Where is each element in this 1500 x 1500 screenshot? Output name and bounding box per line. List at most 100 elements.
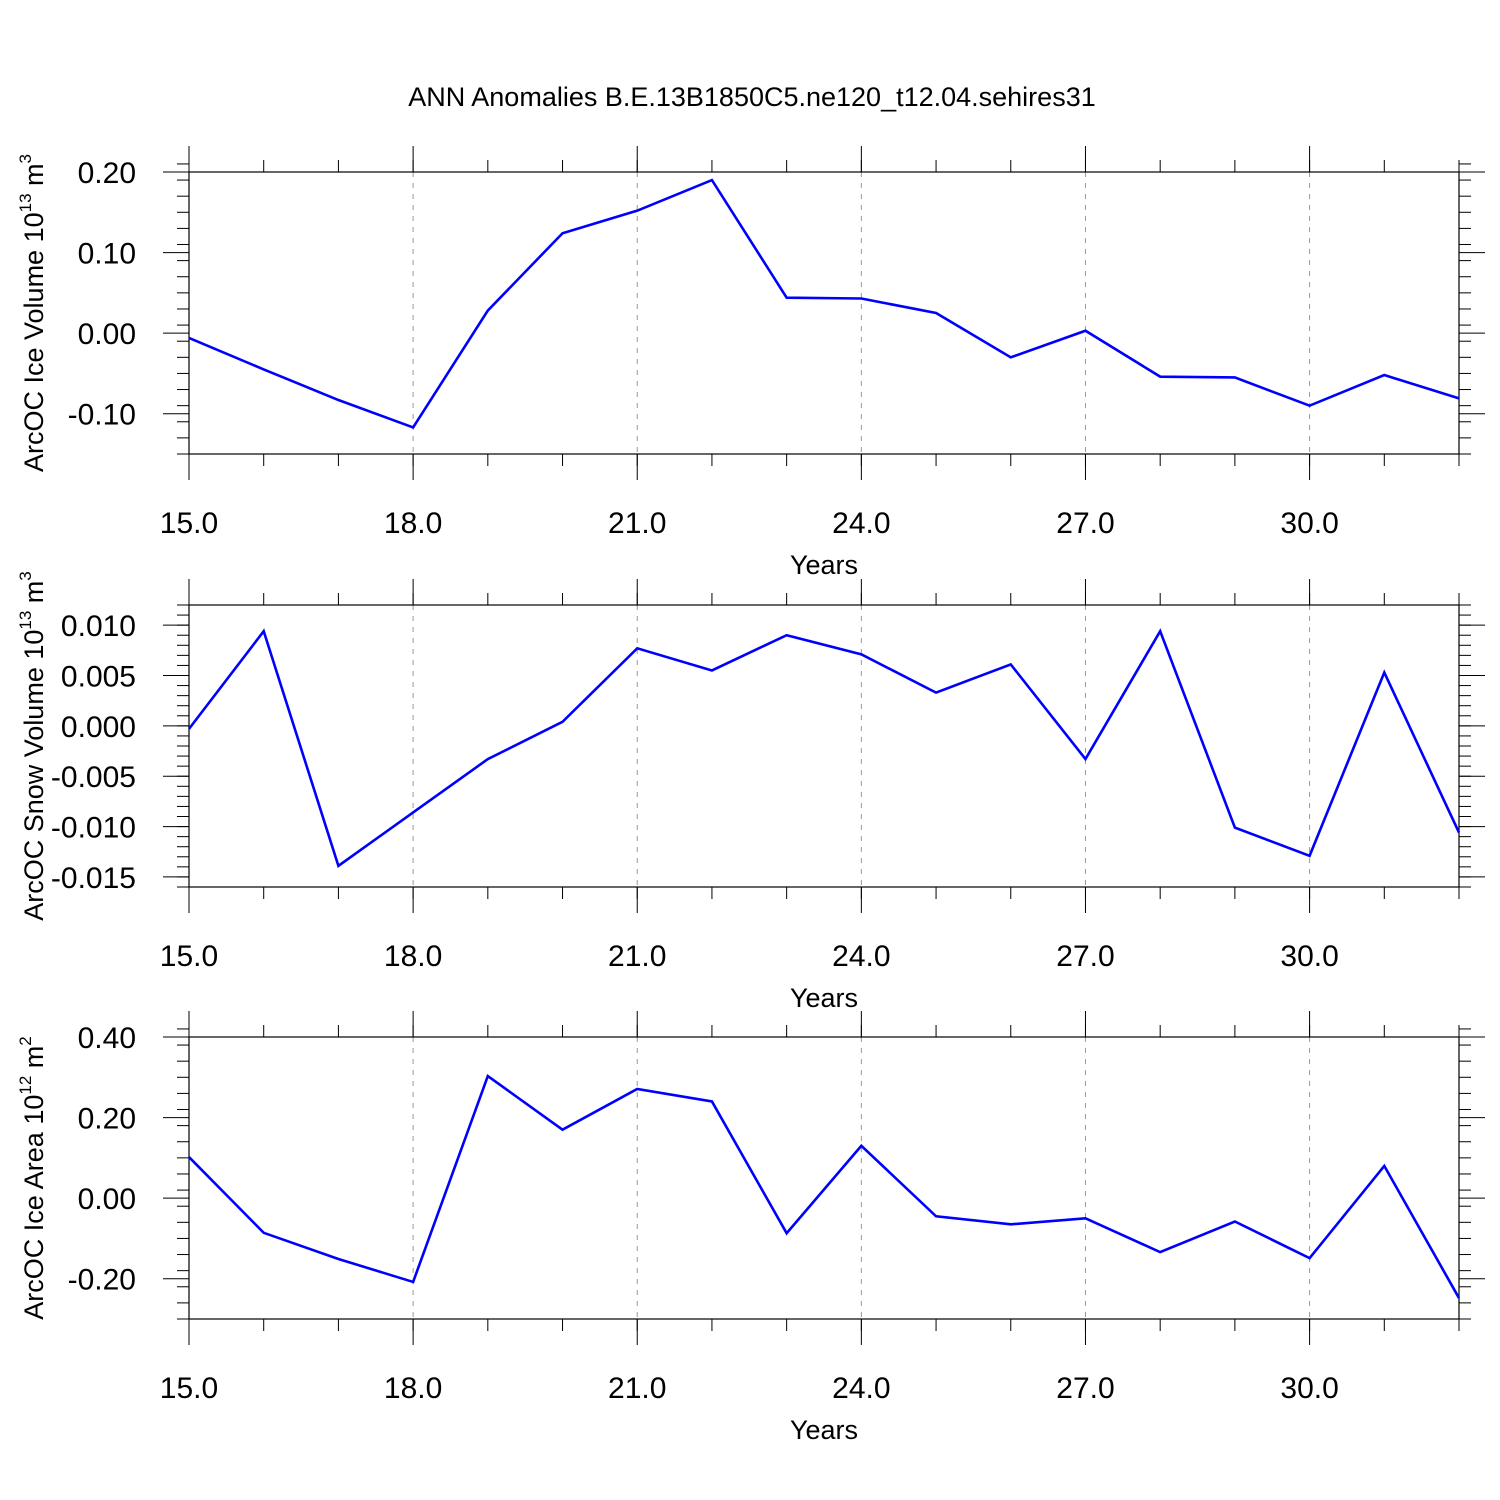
data-point <box>337 864 340 867</box>
x-tick-label: 27.0 <box>1056 507 1114 540</box>
y-tick-label: -0.10 <box>68 399 136 432</box>
x-tick-label: 24.0 <box>832 507 890 540</box>
data-point <box>412 811 415 814</box>
data-point <box>935 1215 938 1218</box>
data-point <box>1458 831 1461 834</box>
data-point <box>710 669 713 672</box>
y-tick-label: -0.20 <box>68 1264 136 1297</box>
data-point <box>1308 1257 1311 1260</box>
plot-frame <box>188 604 1460 888</box>
data-point <box>785 1232 788 1235</box>
data-point <box>1009 663 1012 666</box>
data-point <box>1009 1223 1012 1226</box>
plot-frame <box>188 1036 1460 1320</box>
data-point <box>935 312 938 315</box>
data-point <box>860 1144 863 1147</box>
plot-frame <box>188 171 1460 455</box>
y-axis-label: ArcOC Ice Area 1012 m2 <box>16 1036 49 1320</box>
data-point <box>710 179 713 182</box>
x-tick-label: 18.0 <box>384 507 442 540</box>
x-tick-label: 27.0 <box>1056 1372 1114 1405</box>
series-line <box>188 1074 1461 1299</box>
data-point <box>1383 671 1386 674</box>
x-tick-label: 24.0 <box>832 1372 890 1405</box>
data-point <box>561 720 564 723</box>
x-tick-label: 30.0 <box>1280 1372 1338 1405</box>
x-tick-label: 15.0 <box>160 1372 218 1405</box>
data-point <box>860 653 863 656</box>
x-tick-label: 30.0 <box>1280 507 1338 540</box>
y-tick-label: 0.00 <box>78 1183 136 1216</box>
y-tick-label: 0.010 <box>61 610 136 643</box>
data-point <box>935 691 938 694</box>
series-line <box>187 628 1461 868</box>
data-point <box>337 399 340 402</box>
y-tick-label: -0.015 <box>51 862 136 895</box>
data-point <box>486 1075 489 1078</box>
data-point <box>486 758 489 761</box>
data-point <box>262 368 265 371</box>
data-point <box>785 634 788 637</box>
data-point <box>1458 1297 1461 1300</box>
data-point <box>561 232 564 235</box>
x-tick-label: 27.0 <box>1056 940 1114 973</box>
data-point <box>188 727 191 730</box>
data-point <box>636 209 639 212</box>
data-point <box>1084 758 1087 761</box>
y-tick-label: 0.00 <box>78 318 136 351</box>
panel-2: 15.0 18.0 21.0 24.0 27.0 30.0 0.010 0.005 0.000 -… <box>16 571 1485 1013</box>
data-point <box>1458 397 1461 400</box>
data-point <box>561 1128 564 1131</box>
x-tick-label: 24.0 <box>832 940 890 973</box>
data-point <box>1233 376 1236 379</box>
data-point <box>1233 826 1236 829</box>
x-tick-label: 30.0 <box>1280 940 1338 973</box>
data-point <box>1383 1164 1386 1167</box>
x-axis-label: Years <box>790 983 858 1013</box>
data-point <box>1308 404 1311 407</box>
data-point <box>710 1100 713 1103</box>
y-tick-label: 0.20 <box>78 1103 136 1136</box>
data-point <box>1084 329 1087 332</box>
y-tick-label: -0.010 <box>51 812 136 845</box>
y-tick-label: 0.40 <box>78 1022 136 1055</box>
data-point <box>1084 1217 1087 1220</box>
x-tick-label: 21.0 <box>608 1372 666 1405</box>
x-tick-label: 15.0 <box>160 507 218 540</box>
panel-3: 15.0 18.0 21.0 24.0 27.0 30.0 0.40 0.20 0.00 -0.2… <box>16 1011 1485 1445</box>
data-point <box>412 1280 415 1283</box>
series-line <box>188 178 1460 429</box>
y-tick-label: 0.000 <box>61 711 136 744</box>
y-tick-label: -0.005 <box>51 761 136 794</box>
data-point <box>188 1156 191 1159</box>
data-point <box>1159 375 1162 378</box>
data-point <box>1009 356 1012 359</box>
y-axis-label: ArcOC Ice Volume 1013 m3 <box>16 154 49 472</box>
x-tick-label: 18.0 <box>384 1372 442 1405</box>
x-tick-label: 21.0 <box>608 940 666 973</box>
figure-title: ANN Anomalies B.E.13B1850C5.ne120_t12.04… <box>408 82 1095 112</box>
data-point <box>486 309 489 312</box>
y-tick-label: 0.005 <box>61 661 136 694</box>
x-axis-label: Years <box>790 550 858 580</box>
data-point <box>1308 854 1311 857</box>
data-point <box>636 1087 639 1090</box>
data-point <box>262 630 265 633</box>
data-point <box>262 1231 265 1234</box>
y-tick-label: 0.20 <box>78 157 136 190</box>
x-tick-label: 21.0 <box>608 507 666 540</box>
data-point <box>636 647 639 650</box>
panel-1: 15.0 18.0 21.0 24.0 27.0 30.0 0.20 0.10 0.00 -0.1… <box>16 146 1485 580</box>
x-axis-label: Years <box>790 1415 858 1445</box>
data-point <box>785 296 788 299</box>
data-point <box>1159 630 1162 633</box>
data-point <box>860 297 863 300</box>
y-tick-label: 0.10 <box>78 238 136 271</box>
x-tick-label: 18.0 <box>384 940 442 973</box>
y-axis-label: ArcOC Snow Volume 1013 m3 <box>16 571 49 921</box>
data-point <box>1159 1251 1162 1254</box>
data-point <box>1233 1220 1236 1223</box>
data-point <box>412 426 415 429</box>
data-point <box>188 336 191 339</box>
